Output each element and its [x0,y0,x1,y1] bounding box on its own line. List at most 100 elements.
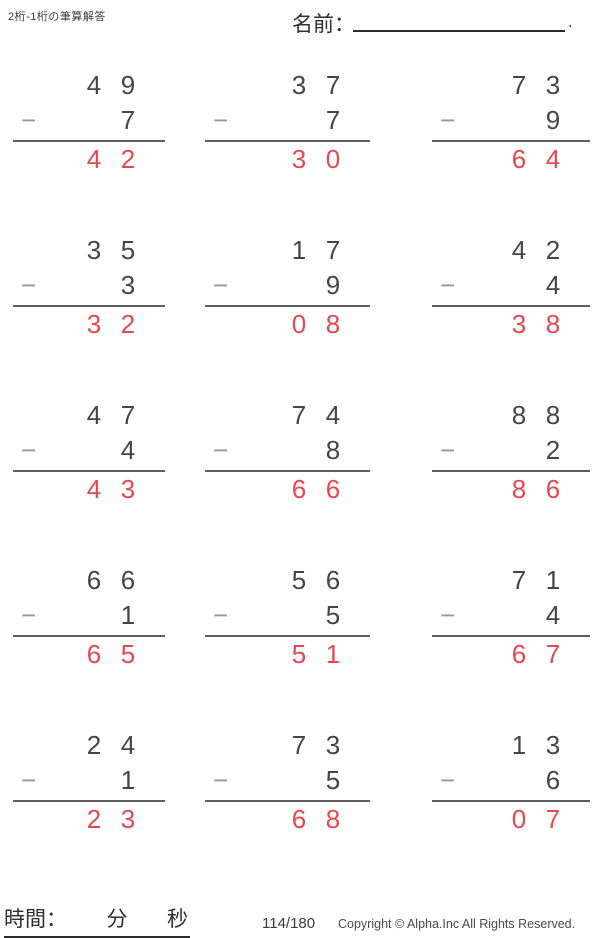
minuend-ones-digit: 7 [120,400,136,430]
minus-icon: − [440,270,456,300]
answer-rule-line [13,635,165,637]
answer-ones-digit: 2 [120,309,136,339]
minus-icon: − [21,270,37,300]
answer-rule-line [13,140,165,142]
answer-ones-digit: 8 [325,309,341,339]
subtrahend-row: −9 [432,107,590,133]
subtrahend-digit: 6 [545,765,561,795]
answer-rule-line [205,305,370,307]
answer-ones-digit: 8 [325,804,341,834]
minus-icon: − [440,765,456,795]
name-line-period: . [568,14,573,31]
name-blank-line [353,10,565,32]
subtrahend-row: −1 [13,767,165,793]
subtrahend-row: −3 [13,272,165,298]
subtrahend-digit: 4 [120,435,136,465]
answer-rule-line [13,305,165,307]
subtrahend-row: −7 [13,107,165,133]
answer-ones-digit: 3 [120,804,136,834]
subtrahend-digit: 1 [120,765,136,795]
minuend-ones-digit: 2 [545,235,561,265]
subtrahend-row: −6 [432,767,590,793]
answer-ones-digit: 1 [325,639,341,669]
minuend-ones-digit: 4 [325,400,341,430]
minus-icon: − [213,435,229,465]
answer-rule-line [432,800,590,802]
problem-cell: 4 2 − 4 3 8 [432,233,590,343]
time-blank-row: 時間： 分 秒 [4,903,190,938]
subtrahend-digit: 7 [120,105,136,135]
answer-rule-line [205,140,370,142]
minuend-ones-digit: 3 [545,730,561,760]
answer-ones-digit: 5 [120,639,136,669]
answer-tens-digit: 6 [291,804,307,834]
subtrahend-digit: 1 [120,600,136,630]
answer-tens-digit: 3 [86,309,102,339]
minuend-tens-digit: 4 [511,235,527,265]
minus-icon: − [213,105,229,135]
minuend-tens-digit: 7 [291,730,307,760]
answer-tens-digit: 3 [511,309,527,339]
problem-cell: 1 3−6 0 7 [432,728,590,838]
minus-icon: − [213,270,229,300]
answer-tens-digit: 8 [511,474,527,504]
answer-rule-line [13,800,165,802]
subtrahend-row: −5 [205,602,370,628]
subtrahend-row: −8 [205,437,370,463]
minuend-ones-digit: 1 [545,565,561,595]
problems-grid: 4 9−7 4 2 3 7−7 3 0 7 3−9 6 4 3 5−3 3 2 1 7−9 0 8 4 2−4 3 8 4 7−4… [13,68,590,838]
answer-ones-digit: 0 [325,144,341,174]
minuend-tens-digit: 6 [86,565,102,595]
subtrahend-digit: 2 [545,435,561,465]
subtrahend-digit: 5 [325,765,341,795]
answer-ones-digit: 3 [120,474,136,504]
minuend-tens-digit: 2 [86,730,102,760]
minuend-tens-digit: 1 [291,235,307,265]
answer-ones-digit: 2 [120,144,136,174]
minuend-ones-digit: 4 [120,730,136,760]
answer-ones-digit: 6 [325,474,341,504]
answer-tens-digit: 5 [291,639,307,669]
minuend-tens-digit: 3 [86,235,102,265]
minuend-tens-digit: 4 [86,400,102,430]
minuend-ones-digit: 3 [545,70,561,100]
page-number: 114/180 [262,915,316,932]
problem-cell: 2 4 −1 2 3 [13,728,165,838]
answer-rule-line [432,635,590,637]
problem-cell: 7 3−9 6 4 [432,68,590,178]
minutes-label: 分 [106,908,128,931]
seconds-label: 秒 [167,908,188,931]
minus-icon: − [440,600,456,630]
answer-tens-digit: 4 [86,474,102,504]
answer-tens-digit: 0 [511,804,527,834]
minuend-tens-digit: 4 [86,70,102,100]
answer-ones-digit: 7 [545,804,561,834]
problem-cell: 4 7−4 4 3 [13,398,165,508]
answer-ones-digit: 7 [545,639,561,669]
problem-cell: 8 8−2 8 6 [432,398,590,508]
minus-icon: − [213,600,229,630]
answer-tens-digit: 3 [291,144,307,174]
problem-cell: 3 7−7 3 0 [205,68,370,178]
subtrahend-digit: 4 [545,600,561,630]
